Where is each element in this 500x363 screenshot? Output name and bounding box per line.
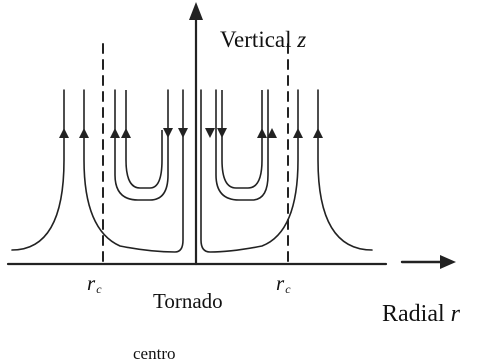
streamline-right-outer-left-branch: [200, 89, 299, 253]
up-arrow-1: [59, 128, 69, 138]
down-arrow-1: [163, 128, 173, 138]
streamline-right-outer: [317, 89, 373, 251]
vertical-axis-label: Vertical z: [220, 28, 306, 51]
up-arrow-2: [79, 128, 89, 138]
core-radius-label-left: rc: [87, 271, 102, 296]
down-arrow-2: [178, 128, 188, 138]
vertical-axis-label-text: Vertical: [220, 27, 298, 52]
radial-axis-label-text: Radial: [382, 301, 451, 327]
streamline-left-inner-extra: [125, 90, 163, 189]
up-arrow-8: [313, 128, 323, 138]
streamline-left-inner-u: [114, 89, 169, 201]
up-arrow-6: [267, 128, 277, 138]
up-arrow-7: [293, 128, 303, 138]
vertical-axis-label-variable: z: [297, 27, 307, 52]
core-radius-label-right: rc: [276, 271, 291, 296]
tornado-label: Tornado: [153, 289, 223, 313]
streamline-right-inner-extra: [221, 90, 263, 189]
centro-label: centro: [133, 344, 176, 363]
streamline-left-outer-right-branch: [83, 89, 184, 253]
streamline-right-inner-u: [215, 89, 269, 201]
radial-axis-label: Radial r: [382, 302, 460, 326]
core-radius-subscript-left: c: [96, 282, 102, 296]
vertical-axis-arrowhead: [189, 2, 203, 20]
down-arrow-3: [205, 128, 215, 138]
core-radius-symbol-left: r: [87, 271, 96, 295]
radial-axis-label-variable: r: [450, 301, 460, 327]
up-arrow-3: [110, 128, 120, 138]
core-radius-symbol-right: r: [276, 271, 285, 295]
core-radius-subscript-right: c: [285, 282, 291, 296]
streamline-left-outer: [11, 89, 65, 251]
radial-axis-arrowhead: [440, 255, 456, 269]
